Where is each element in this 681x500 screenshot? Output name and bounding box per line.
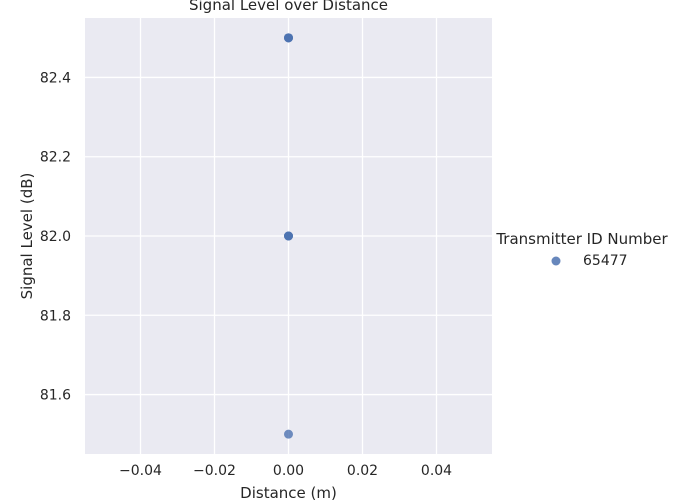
legend-label: 65477 xyxy=(583,253,628,269)
x-tick-label: −0.04 xyxy=(119,463,162,479)
data-points xyxy=(284,33,293,439)
x-tick-labels: −0.04 −0.02 0.00 0.02 0.04 xyxy=(119,463,452,479)
x-tick-label: 0.00 xyxy=(273,463,304,479)
data-point xyxy=(284,33,293,43)
data-point xyxy=(284,429,293,439)
y-axis-label: Signal Level (dB) xyxy=(18,173,36,300)
legend-marker xyxy=(551,256,561,266)
y-tick-label: 81.8 xyxy=(40,308,71,324)
x-tick-label: 0.02 xyxy=(347,463,378,479)
x-tick-label: −0.02 xyxy=(193,463,236,479)
y-tick-label: 82.2 xyxy=(40,150,71,166)
y-tick-label: 81.6 xyxy=(40,388,71,404)
legend-title: Transmitter ID Number xyxy=(495,230,668,248)
y-tick-label: 82.4 xyxy=(40,70,71,86)
legend: Transmitter ID Number 65477 xyxy=(495,230,668,269)
y-tick-label: 82.0 xyxy=(40,229,71,245)
chart-title: Signal Level over Distance xyxy=(189,0,388,14)
x-tick-label: 0.04 xyxy=(421,463,452,479)
y-tick-labels: 81.6 81.8 82.0 82.2 82.4 xyxy=(40,70,71,403)
data-point xyxy=(284,231,293,241)
x-axis-label: Distance (m) xyxy=(240,484,337,500)
